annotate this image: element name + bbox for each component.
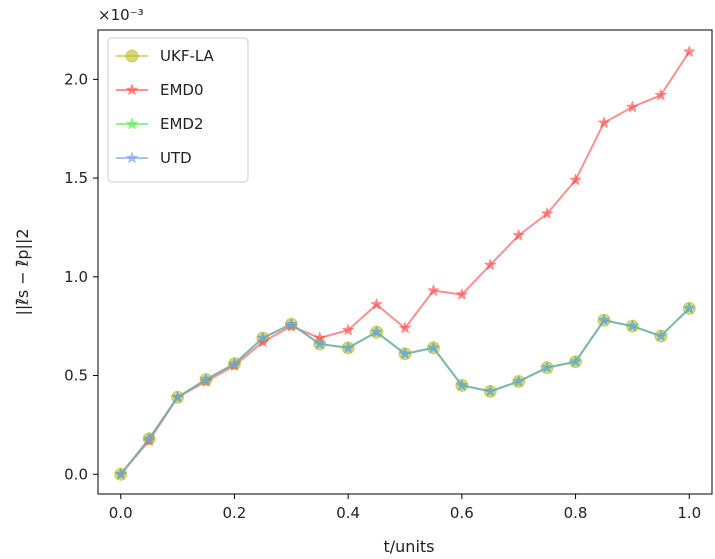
plot-frame [97, 29, 713, 495]
legend-item-utd: UTD [116, 149, 192, 167]
series-line-ukf-la [119, 307, 690, 475]
y-tick-label: 0.0 [64, 465, 88, 483]
x-tick-label: 0.4 [336, 504, 360, 522]
legend-box [107, 37, 249, 183]
legend-swatch-marker [125, 151, 139, 164]
data-point-utd [569, 354, 582, 368]
data-point-emd0 [540, 206, 554, 220]
legend-swatch-marker [125, 117, 139, 130]
y-scale-label: ×10⁻³ [98, 6, 144, 24]
data-point-emd0 [341, 323, 355, 336]
data-point-utd [199, 372, 213, 385]
x-tick-label: 0.6 [450, 504, 474, 522]
data-point-emd0 [597, 116, 611, 129]
y-axis-label: ||ℓ̄s − ℓ̄p||2 [13, 228, 32, 315]
data-point-utd [626, 319, 639, 332]
legend-label: EMD2 [160, 115, 204, 133]
data-point-utd [597, 313, 611, 326]
y-tick-label: 1.0 [64, 268, 88, 286]
series-utd [114, 301, 696, 480]
legend-swatch-marker [125, 49, 139, 63]
data-point-utd [313, 337, 327, 350]
data-point-emd0 [256, 335, 270, 348]
data-point-utd [114, 467, 128, 480]
legend-label: UKF-LA [160, 47, 215, 65]
legend-item-emd0: EMD0 [116, 81, 204, 99]
y-tick-label: 1.5 [64, 169, 88, 187]
legend-label: EMD0 [160, 81, 204, 99]
data-point-utd [370, 325, 383, 338]
data-point-utd [512, 374, 526, 387]
legend-swatch-marker [125, 83, 139, 96]
y-axis: 0.0 0.5 1.0 1.5 2.0 [64, 70, 98, 483]
x-axis-label: t/units [384, 537, 435, 556]
legend-item-ukf-la: UKF-LA [116, 47, 215, 65]
series-layer [114, 45, 696, 481]
data-point-emd0 [398, 321, 412, 334]
data-point-utd [682, 301, 696, 314]
data-point-utd [341, 341, 355, 354]
data-point-emd0 [569, 173, 582, 186]
series-emd0 [114, 45, 696, 480]
data-point-emd0 [455, 287, 469, 301]
x-tick-label: 0.8 [564, 504, 588, 522]
data-point-utd [540, 360, 554, 374]
data-point-utd [483, 384, 497, 397]
y-tick-label: 2.0 [64, 70, 88, 88]
data-point-emd0 [626, 100, 639, 113]
series-line-utd [119, 307, 690, 475]
data-point-emd0 [427, 283, 440, 297]
legend-label: UTD [160, 149, 192, 167]
data-point-utd [284, 317, 298, 330]
x-tick-label: 0.2 [223, 504, 247, 522]
legend: UKF-LA EMD0 EMD2 UTD [107, 37, 249, 183]
data-point-utd [256, 331, 270, 344]
data-point-utd [171, 390, 184, 403]
axes-frame [97, 29, 713, 495]
series-line-emd2 [119, 307, 690, 475]
x-tick-label: 0.0 [109, 504, 133, 522]
data-point-utd [142, 431, 156, 445]
data-point-emd0 [654, 88, 668, 101]
data-point-utd [398, 347, 412, 360]
data-point-utd [228, 356, 241, 370]
x-axis: 0.0 0.2 0.4 0.6 0.8 1.0 [109, 494, 701, 522]
data-point-emd0 [370, 297, 383, 310]
x-tick-label: 1.0 [677, 504, 701, 522]
data-point-emd0 [682, 45, 696, 58]
y-tick-label: 0.5 [64, 367, 88, 385]
data-point-emd0 [483, 258, 497, 271]
data-point-emd0 [512, 228, 526, 241]
data-point-utd [427, 341, 440, 354]
data-point-utd [455, 378, 469, 391]
legend-item-emd2: EMD2 [116, 115, 204, 133]
data-point-utd [654, 329, 668, 342]
